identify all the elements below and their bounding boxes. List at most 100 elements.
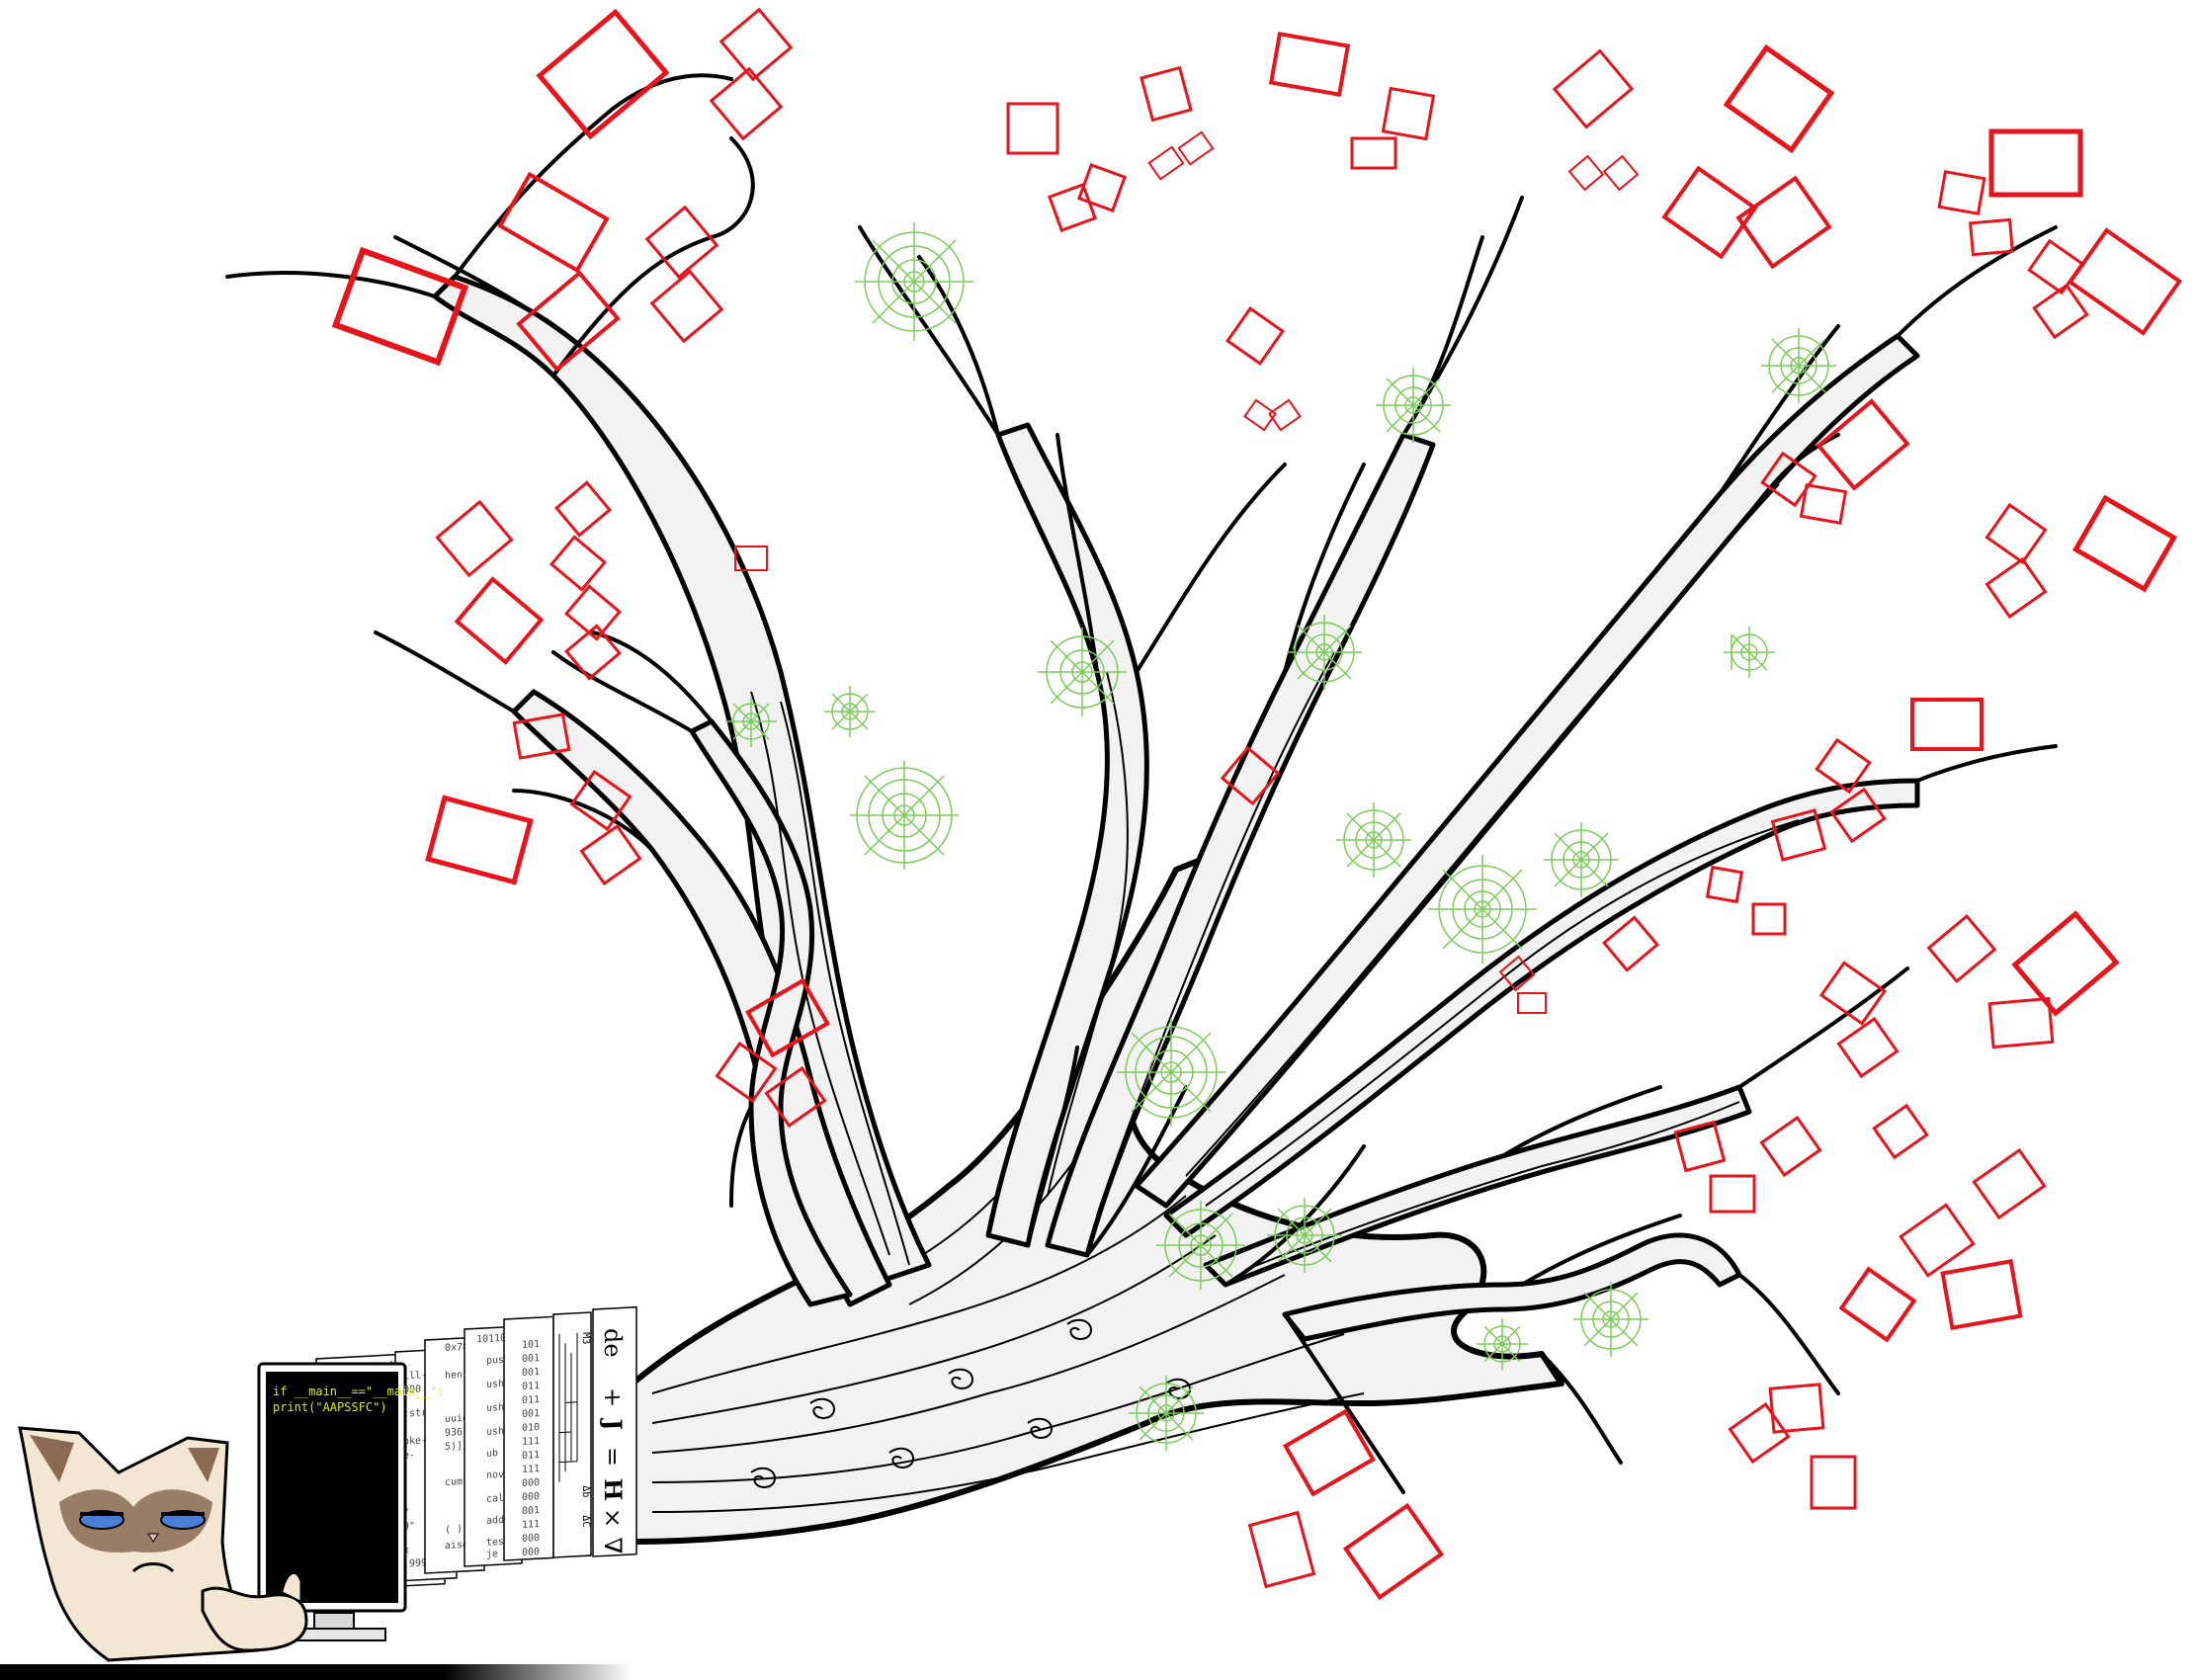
monitor-icon: if __main__=="__main__": print("AAPSSFC"…	[257, 1362, 444, 1641]
monitor-screen	[266, 1372, 398, 1603]
thumbs-up-hand-icon	[201, 1586, 308, 1652]
leaf	[1838, 1266, 1917, 1343]
web-8	[1336, 802, 1411, 878]
leaf	[1836, 1016, 1900, 1079]
leaf	[1077, 163, 1127, 212]
page-5-line: 111	[522, 1464, 540, 1475]
leaf	[536, 8, 670, 140]
page-4-line: ush	[486, 1426, 504, 1438]
leaf	[1723, 43, 1835, 154]
leaf	[2032, 283, 2089, 340]
leaf	[1282, 1408, 1377, 1497]
page-3-line: hen	[445, 1370, 463, 1382]
web-5	[1156, 1201, 1245, 1290]
leaf	[1735, 175, 1832, 270]
page-3-line: uuid	[445, 1413, 468, 1425]
equation-term: ×	[599, 1507, 627, 1529]
leaf	[425, 795, 534, 885]
leaf	[331, 246, 469, 367]
leaf	[1177, 130, 1215, 166]
page-3-line: 5)]	[445, 1441, 463, 1453]
twigs	[225, 73, 2058, 1494]
leaf	[1969, 217, 2014, 257]
page-6: 101 001 001 011 011 001 010 111 011 111 …	[503, 1315, 554, 1561]
leaf	[454, 576, 545, 665]
leaf	[563, 584, 623, 641]
leaf	[1940, 1259, 2023, 1330]
web-18	[1129, 1376, 1204, 1451]
leaf	[1552, 48, 1635, 129]
equation-term: de	[599, 1327, 627, 1358]
leaf	[553, 480, 613, 538]
leaf	[1815, 737, 1872, 795]
leaf	[1498, 955, 1536, 992]
page-5-line: 001	[522, 1505, 540, 1517]
leaf	[569, 769, 633, 832]
page-4-line: je	[486, 1549, 498, 1560]
web-9	[1428, 855, 1537, 964]
page-4-line: ush	[486, 1379, 504, 1390]
leaf	[1268, 31, 1351, 98]
leaf	[709, 66, 784, 141]
leaves	[331, 7, 2183, 1601]
leaf	[1829, 787, 1887, 844]
leaf	[1350, 136, 1397, 170]
equation-term: =	[599, 1446, 627, 1468]
leaf	[1728, 1401, 1791, 1465]
page-6-label: M3	[580, 1332, 591, 1345]
leaf	[1220, 745, 1281, 806]
tree-limbs	[432, 274, 1920, 1342]
leaf	[745, 977, 830, 1058]
leaf	[1818, 961, 1888, 1026]
page-3-line: ( );	[445, 1524, 468, 1536]
leaf	[1910, 698, 1984, 751]
leaf	[516, 270, 621, 373]
leaf	[1709, 1174, 1756, 1214]
web-4	[1117, 1018, 1225, 1127]
leaf	[1751, 902, 1787, 936]
leaf	[1517, 992, 1547, 1014]
leaf	[579, 823, 642, 886]
page-5-line: 111	[522, 1436, 540, 1448]
leaf	[1673, 1120, 1727, 1173]
leaf	[1984, 502, 2048, 565]
leaf	[1872, 1103, 1929, 1160]
leaf	[435, 499, 514, 578]
leaf	[1899, 1203, 1976, 1278]
leaf	[1247, 1510, 1316, 1589]
leaf	[1048, 183, 1097, 232]
leaf	[1268, 398, 1302, 432]
web-2	[1038, 628, 1127, 716]
page-7: M3 Δb ΔC	[552, 1311, 592, 1558]
leaf	[715, 1041, 778, 1104]
circuit-icon	[558, 1332, 578, 1482]
page-3-line: 936-	[445, 1427, 468, 1439]
web-1	[855, 222, 973, 341]
leaf	[1972, 1147, 2047, 1220]
page-6-label: ΔC	[580, 1515, 591, 1528]
leaf	[497, 171, 610, 274]
page-8: de + J = H × ∇	[592, 1305, 637, 1557]
page-5-line: 111	[522, 1519, 540, 1531]
leaf	[1937, 170, 1986, 215]
monitor-neck	[313, 1612, 355, 1630]
floor-shadow	[0, 1664, 633, 1680]
leaf	[644, 205, 719, 280]
leaf	[1243, 398, 1277, 432]
leaf	[563, 624, 623, 681]
web-10	[1544, 822, 1619, 897]
leaf	[718, 7, 794, 82]
page-5-line: 000	[522, 1491, 540, 1503]
leaf	[1987, 996, 2055, 1050]
leaf	[2027, 238, 2084, 295]
web-3	[850, 761, 959, 870]
page-5-line: 101	[522, 1339, 540, 1351]
code-line-2: print("AAPSSFC")	[273, 1400, 387, 1414]
leaf	[1815, 398, 1910, 491]
page-5-line: 001	[522, 1353, 540, 1365]
equation-term: J	[599, 1416, 628, 1431]
page-5-line: 000	[522, 1477, 540, 1489]
equation-term: ∇	[599, 1537, 627, 1554]
page-5-line: 000	[522, 1533, 540, 1545]
code-line-1: if __main__=="__main__":	[273, 1385, 444, 1398]
